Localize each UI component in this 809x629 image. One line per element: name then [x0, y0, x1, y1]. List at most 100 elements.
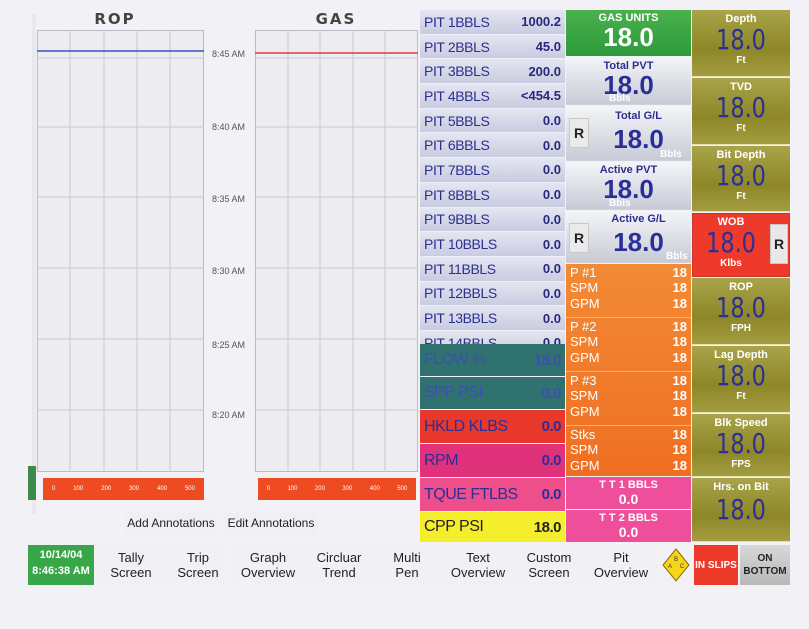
- total-gl-unit: Bbls: [660, 149, 682, 160]
- pit-row: PIT 2BBLS 45.0: [420, 34, 565, 60]
- circular-trend-button[interactable]: Circluar Trend: [306, 545, 372, 585]
- lag-depth-unit: Ft: [736, 391, 746, 402]
- pit-overview-button[interactable]: Pit Overview: [584, 545, 658, 585]
- pit-label: PIT 13BBLS: [424, 310, 497, 327]
- text-overview-button[interactable]: Text Overview: [442, 545, 514, 585]
- pit-label: PIT 2BBLS: [424, 38, 490, 55]
- rop-panel-header: ROP: [28, 10, 202, 30]
- multi-pen-button[interactable]: Multi Pen: [374, 545, 440, 585]
- total-pvt-label: Total PVT: [603, 60, 654, 72]
- pit-label: PIT 5BBLS: [424, 112, 490, 129]
- edit-annotations-button[interactable]: Edit Annotations: [224, 510, 318, 536]
- blk-speed-unit: FPS: [731, 459, 751, 470]
- total-gl-reset-button[interactable]: R: [569, 118, 589, 148]
- active-pvt-unit: Bbls: [609, 198, 631, 209]
- nav-label: Screen: [528, 565, 570, 580]
- nav-label: Custom: [526, 550, 572, 565]
- pump-value: 18: [672, 334, 687, 350]
- bit-depth-value: 18.0: [716, 159, 766, 192]
- pit-label: PIT 12BBLS: [424, 285, 497, 302]
- wob-reset-button[interactable]: R: [770, 224, 788, 264]
- time-tick: 8:25 AM: [212, 340, 246, 350]
- hrs-on-bit-value: 18.0: [716, 493, 766, 526]
- pump-row: SPM 18: [566, 442, 691, 457]
- gas-scale-tick: 300: [342, 486, 353, 492]
- custom-screen-button[interactable]: Custom Screen: [516, 545, 582, 585]
- tvd-label: TVD: [730, 81, 752, 93]
- gas-panel-header: GAS: [254, 10, 418, 30]
- in-slips-status[interactable]: IN SLIPS: [694, 545, 738, 585]
- rop-chart: [37, 30, 204, 472]
- gas-units-label: GAS UNITS: [598, 12, 659, 24]
- rop-level-indicator: [28, 466, 36, 500]
- pump-value: 18: [672, 427, 687, 443]
- depth-unit: Ft: [736, 55, 746, 66]
- pit-row: PIT 7BBLS 0.0: [420, 158, 565, 183]
- pit-label: PIT 11BBLS: [424, 260, 496, 277]
- blk-speed-value: 18.0: [716, 427, 766, 460]
- pump-row: GPM 18: [566, 350, 691, 365]
- gas-units-value: 18.0: [603, 22, 654, 52]
- flow-percent-row: FLOW % 18.0: [420, 344, 565, 376]
- nav-label: Overview: [240, 565, 296, 580]
- depth-cell: Depth 18.0 Ft: [692, 10, 790, 77]
- active-pvt-label: Active PVT: [599, 164, 658, 176]
- bit-depth-label: Bit Depth: [716, 149, 766, 161]
- torque-ftlbs-row: TQUE FTLBS 0.0: [420, 478, 565, 511]
- rop-unit: FPH: [731, 323, 751, 334]
- pump-label: GPM: [570, 403, 600, 419]
- alarm-diamond-icon[interactable]: B A C: [662, 548, 690, 582]
- pump-label: GPM: [570, 295, 600, 311]
- svg-text:C: C: [680, 564, 685, 570]
- torque-label: TQUE FTLBS: [424, 485, 518, 503]
- pump-label: P #3: [570, 373, 597, 389]
- graph-overview-button[interactable]: Graph Overview: [232, 545, 304, 585]
- gas-scale-bar: 0 100 200 300 400 500: [258, 478, 416, 500]
- pit-value: 0.0: [542, 310, 561, 326]
- pump-row: P #1 18: [566, 265, 691, 280]
- hkld-klbs-row: HKLD KLBS 0.0: [420, 410, 565, 443]
- pit-value: 0.0: [542, 285, 561, 301]
- nav-label: Text: [466, 550, 490, 565]
- trip-screen-button[interactable]: Trip Screen: [168, 545, 228, 585]
- pump-label: GPM: [570, 349, 600, 365]
- total-pvt-unit: Bbls: [609, 93, 631, 104]
- nav-label: Overview: [450, 565, 506, 580]
- pit-row: PIT 8BBLS 0.0: [420, 182, 565, 208]
- rpm-value: 0.0: [541, 452, 562, 469]
- pit-row: PIT 6BBLS 0.0: [420, 133, 565, 159]
- trip-tank-2-value: 0.0: [618, 524, 639, 540]
- cpp-label: CPP PSI: [424, 518, 484, 535]
- pit-volume-list: PIT 1BBLS 1000.2 PIT 2BBLS 45.0 PIT 3BBLS 2…: [420, 10, 565, 356]
- hkld-value: 0.0: [541, 418, 562, 435]
- depth-value: 18.0: [716, 23, 766, 56]
- rop-scale-tick: 400: [157, 486, 168, 492]
- pump-row: SPM 18: [566, 388, 691, 403]
- gas-units-cell: GAS UNITS 18.0: [566, 10, 691, 56]
- total-pvt-value: 18.0: [603, 70, 654, 100]
- rop-label: ROP: [729, 281, 753, 293]
- pump-value: 18: [672, 280, 687, 296]
- nav-label: Graph: [249, 550, 287, 565]
- rpm-label: RPM: [424, 451, 459, 469]
- total-gl-cell: R Total G/L 18.0 Bbls: [566, 106, 691, 161]
- add-annotations-button[interactable]: Add Annotations: [126, 510, 216, 536]
- on-bottom-status[interactable]: ON BOTTOM: [740, 545, 790, 585]
- pump-value: 18: [672, 319, 687, 335]
- pump-value: 18: [672, 403, 687, 419]
- active-gl-reset-button[interactable]: R: [569, 223, 589, 253]
- clock-date: 10/14/04: [39, 549, 83, 561]
- pit-label: PIT 4BBLS: [424, 87, 490, 104]
- pump-value: 18: [672, 265, 687, 281]
- spp-value: 0.0: [541, 384, 562, 402]
- svg-text:B: B: [674, 557, 678, 563]
- wob-cell: WOB 18.0 Klbs R: [692, 213, 790, 277]
- tally-screen-button[interactable]: Tally Screen: [96, 545, 166, 585]
- pit-label: PIT 1BBLS: [424, 13, 490, 30]
- time-tick: 8:30 AM: [212, 266, 246, 276]
- pit-row: PIT 1BBLS 1000.2: [420, 10, 565, 35]
- blk-speed-label: Blk Speed: [714, 417, 768, 429]
- pump-label: Stks: [570, 427, 596, 443]
- hrs-on-bit-label: Hrs. on Bit: [713, 481, 769, 493]
- pit-label: PIT 10BBLS: [424, 236, 497, 253]
